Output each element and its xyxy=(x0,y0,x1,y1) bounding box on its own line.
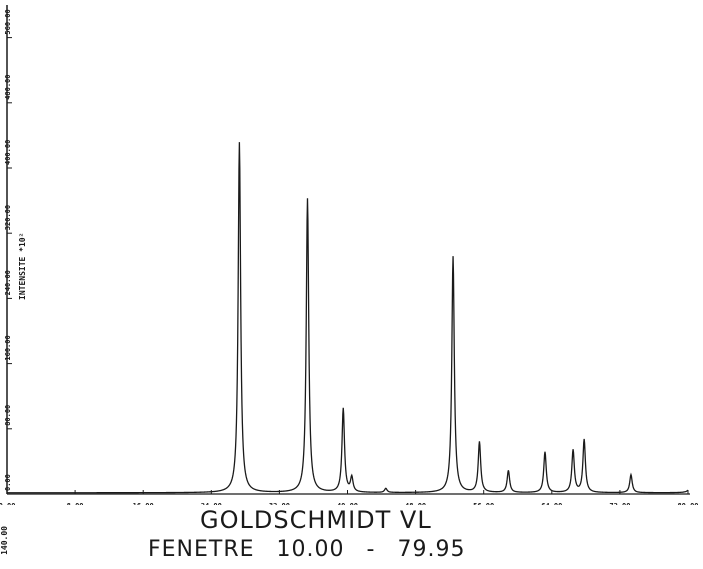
window-label: FENETRE xyxy=(148,537,255,562)
window-dash: - xyxy=(366,537,376,562)
y-axis-title: INTENSITE *10² xyxy=(18,233,27,300)
y-tick-label: 480.00 xyxy=(4,75,12,100)
x-tick-label: 24.00 xyxy=(201,502,222,505)
x-tick-label: 8.00 xyxy=(67,502,84,505)
x-ticks: 0.00 8.00 16.00 24.00 32.00 40.00 48.00 56.00 64… xyxy=(0,490,699,505)
x-tick-label: 64.00 xyxy=(541,502,562,505)
window-end: 79.95 xyxy=(397,537,466,562)
y-tick-label: 0.00 xyxy=(4,474,12,491)
y-ticks: 0.00 80.00 160.00 240.00 320.00 400.00 480.00 5… xyxy=(4,9,12,495)
x-tick-label: 56.00 xyxy=(473,502,494,505)
window-start: 10.00 xyxy=(276,537,345,562)
x-tick-label: 80.00 xyxy=(677,502,698,505)
x-tick-label: 0.00 xyxy=(0,502,15,505)
y-tick-label: 400.00 xyxy=(4,140,12,165)
x-tick-label: 48.00 xyxy=(405,502,426,505)
x-tick-label: 72.00 xyxy=(609,502,630,505)
y-tick-label: 80.00 xyxy=(4,405,12,426)
y-tick-label: 240.00 xyxy=(4,270,12,295)
corner-tick-label: 140.00 xyxy=(0,526,9,555)
y-tick-label: 160.00 xyxy=(4,335,12,360)
x-tick-label: 40.00 xyxy=(337,502,358,505)
diffraction-pattern-line xyxy=(7,142,689,494)
diffraction-chart: 0.00 80.00 160.00 240.00 320.00 400.00 480.00 5… xyxy=(0,5,699,505)
window-range-line: FENETRE 10.00 - 79.95 xyxy=(148,537,479,562)
y-tick-label: 320.00 xyxy=(4,205,12,230)
x-tick-label: 32.00 xyxy=(269,502,290,505)
x-tick-label: 16.00 xyxy=(133,502,154,505)
subtitle: GOLDSCHMIDT VL xyxy=(200,506,432,534)
y-tick-label: 560.00 xyxy=(4,9,12,34)
